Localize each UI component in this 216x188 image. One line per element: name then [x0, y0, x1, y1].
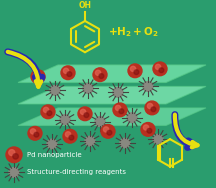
- Circle shape: [85, 136, 95, 146]
- Circle shape: [69, 135, 74, 140]
- Circle shape: [130, 66, 136, 71]
- Circle shape: [143, 82, 153, 91]
- Circle shape: [83, 83, 93, 93]
- Circle shape: [6, 147, 22, 163]
- Circle shape: [60, 115, 70, 124]
- Circle shape: [115, 105, 121, 111]
- Circle shape: [63, 68, 69, 74]
- Circle shape: [155, 64, 161, 70]
- Circle shape: [141, 123, 155, 136]
- Circle shape: [67, 72, 72, 77]
- Text: $\mathbf{+ H_2 + O_2}$: $\mathbf{+ H_2 + O_2}$: [108, 25, 159, 39]
- Circle shape: [95, 70, 101, 75]
- Circle shape: [127, 113, 137, 123]
- Circle shape: [153, 62, 167, 76]
- Circle shape: [33, 72, 39, 77]
- Circle shape: [103, 127, 109, 132]
- Circle shape: [107, 130, 112, 135]
- Circle shape: [61, 66, 75, 80]
- Circle shape: [95, 117, 105, 127]
- Circle shape: [9, 168, 19, 177]
- Polygon shape: [18, 65, 206, 83]
- Text: Pd nanoparticle: Pd nanoparticle: [27, 152, 82, 158]
- Circle shape: [153, 134, 163, 144]
- Polygon shape: [18, 108, 206, 126]
- Circle shape: [9, 150, 15, 156]
- Circle shape: [47, 139, 57, 149]
- Circle shape: [119, 109, 124, 114]
- Circle shape: [41, 105, 55, 119]
- Polygon shape: [18, 86, 206, 104]
- Circle shape: [50, 86, 60, 95]
- Circle shape: [78, 107, 92, 121]
- Text: Structure-directing reagents: Structure-directing reagents: [27, 169, 126, 175]
- Circle shape: [63, 129, 77, 143]
- Circle shape: [151, 107, 156, 112]
- Circle shape: [30, 129, 36, 134]
- Circle shape: [13, 154, 18, 159]
- Circle shape: [134, 70, 139, 75]
- Circle shape: [34, 132, 39, 137]
- Circle shape: [65, 132, 71, 137]
- Circle shape: [113, 87, 123, 97]
- Circle shape: [147, 103, 153, 109]
- Circle shape: [145, 101, 159, 115]
- Circle shape: [147, 128, 152, 133]
- Circle shape: [93, 68, 107, 82]
- Circle shape: [80, 109, 86, 114]
- Circle shape: [31, 70, 45, 83]
- Circle shape: [113, 103, 127, 117]
- Circle shape: [143, 125, 149, 130]
- Circle shape: [159, 68, 164, 73]
- Circle shape: [84, 113, 89, 118]
- Circle shape: [120, 138, 130, 148]
- Circle shape: [128, 64, 142, 78]
- Text: OH: OH: [78, 1, 92, 10]
- Circle shape: [101, 124, 115, 138]
- Circle shape: [28, 127, 42, 140]
- Circle shape: [43, 107, 49, 112]
- Circle shape: [37, 76, 42, 80]
- Circle shape: [99, 74, 104, 78]
- Circle shape: [47, 111, 52, 116]
